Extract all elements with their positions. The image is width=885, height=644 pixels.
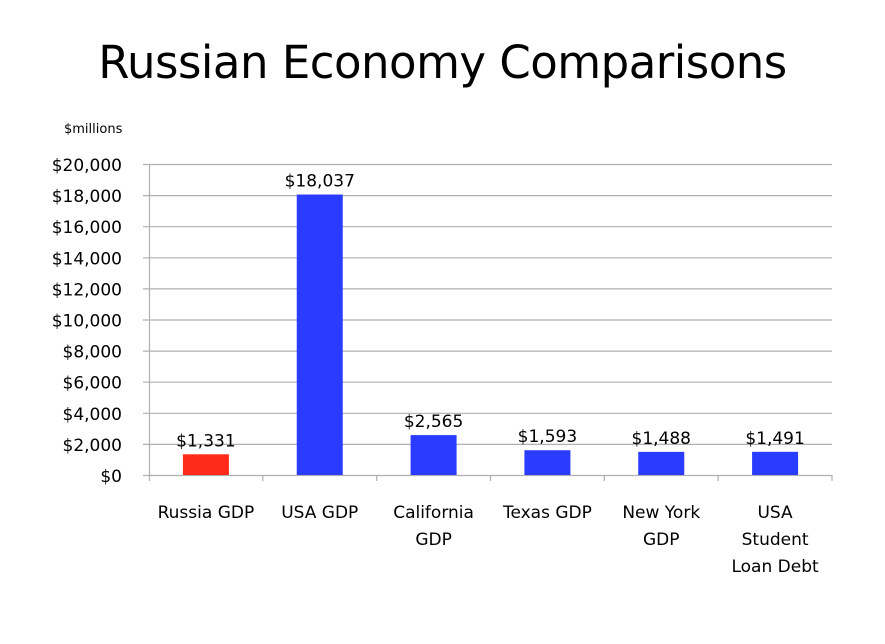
x-category-label: Texas GDP <box>502 503 592 523</box>
y-tick-label: $10,000 <box>52 312 122 332</box>
x-category-label-line: New York <box>622 503 700 523</box>
data-label: $1,488 <box>632 429 691 449</box>
x-category-label-line: California <box>393 503 474 523</box>
y-axis-unit-label: $millions <box>64 122 123 137</box>
y-tick-label: $8,000 <box>63 343 122 363</box>
data-label: $1,593 <box>518 427 577 447</box>
x-category-label-line: Texas GDP <box>502 503 592 523</box>
x-category-label: California GDP <box>393 503 474 550</box>
bar <box>182 454 229 475</box>
bar <box>638 451 685 475</box>
data-label: $18,037 <box>285 172 355 192</box>
y-tick-label: $12,000 <box>52 280 122 300</box>
y-tick-label: $18,000 <box>52 187 122 207</box>
x-category-label-line: USA <box>757 503 793 523</box>
data-label: $2,565 <box>404 412 463 432</box>
y-tick-label: $16,000 <box>52 218 122 238</box>
x-category-label: USA Student Loan Debt <box>731 503 819 577</box>
x-category-label: New York GDP <box>622 503 700 550</box>
y-tick-label: $4,000 <box>63 405 122 425</box>
x-category-label: USA GDP <box>281 503 358 523</box>
data-label: $1,491 <box>745 429 804 449</box>
y-tick-label: $14,000 <box>52 249 122 269</box>
bar <box>752 451 799 475</box>
y-tick-label: $6,000 <box>63 374 122 394</box>
x-category-label-line: Student <box>742 530 809 550</box>
x-category-label-line: GDP <box>643 530 680 550</box>
x-category-label-line: USA GDP <box>281 503 358 523</box>
bar <box>296 194 343 475</box>
y-tick-label: $20,000 <box>52 156 122 176</box>
bar <box>410 435 457 475</box>
bar <box>524 450 571 475</box>
chart-title: Russian Economy Comparisons <box>98 36 787 89</box>
x-category-label-line: Russia GDP <box>158 503 255 523</box>
x-category-label-line: Loan Debt <box>731 557 819 577</box>
data-label: $1,331 <box>176 431 235 451</box>
y-tick-label: $2,000 <box>63 436 122 456</box>
x-category-label-line: GDP <box>415 530 452 550</box>
x-category-label: Russia GDP <box>158 503 255 523</box>
y-tick-label: $0 <box>100 467 122 487</box>
